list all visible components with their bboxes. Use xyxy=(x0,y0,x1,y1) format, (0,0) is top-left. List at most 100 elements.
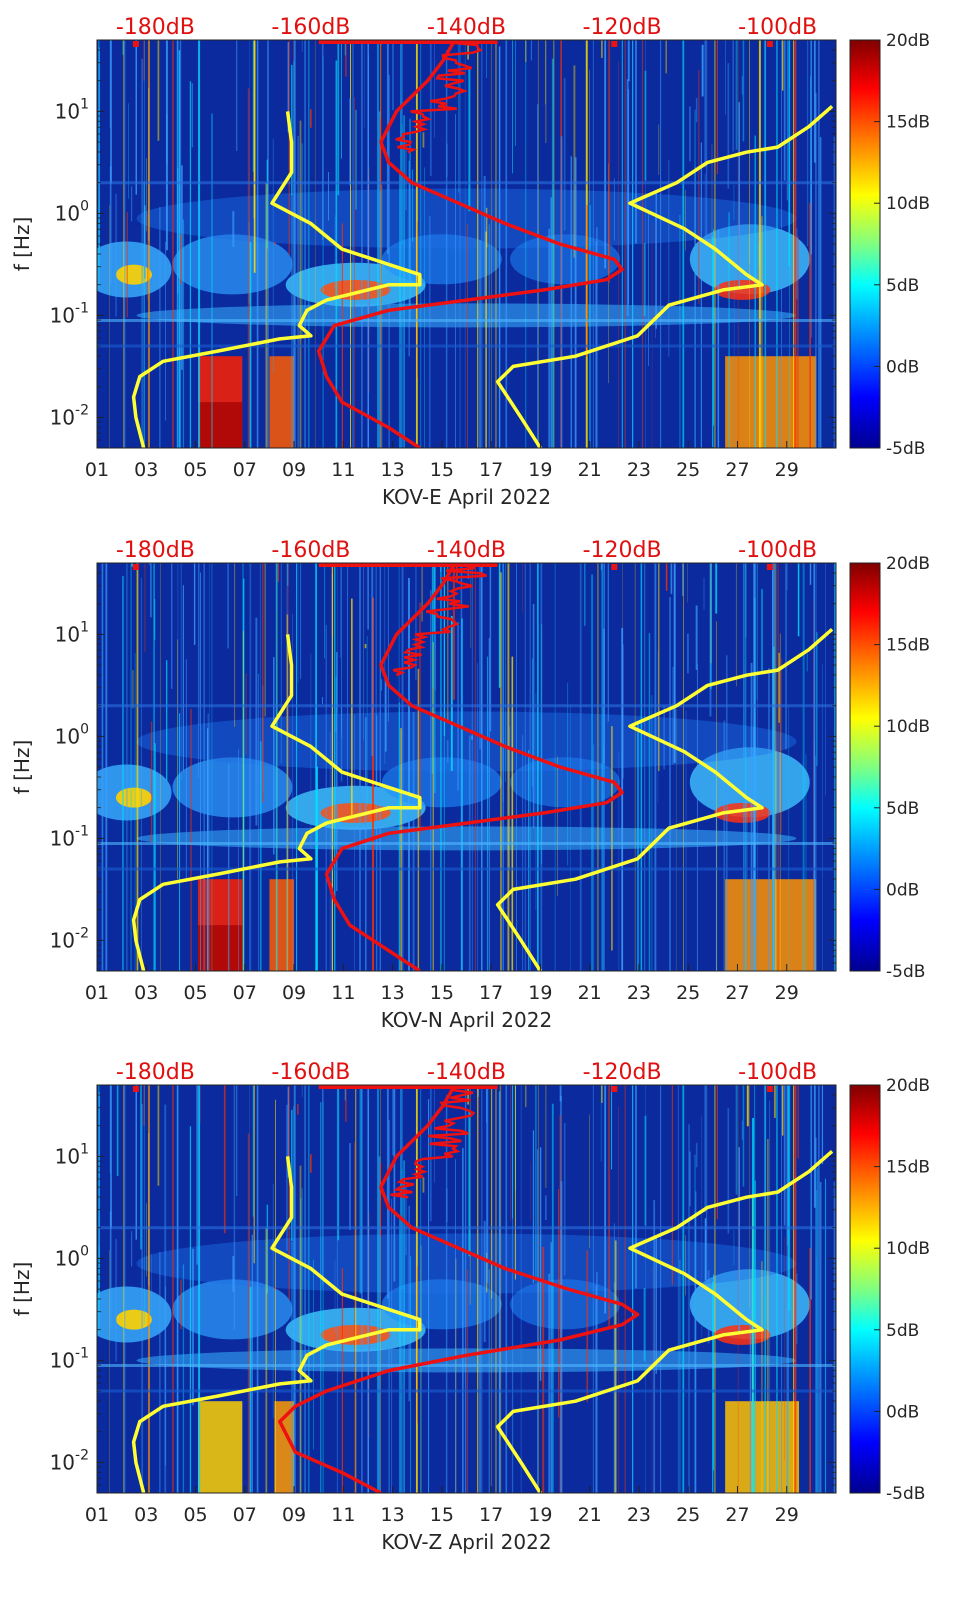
x-tick-label: 09 xyxy=(282,982,306,1004)
colorbar-tick-label: 5dB xyxy=(886,799,919,819)
x-tick-label: 11 xyxy=(331,1504,355,1526)
colorbar-gradient xyxy=(849,39,881,449)
colorbar-tick-label: 5dB xyxy=(886,1321,919,1341)
x-tick-label: 23 xyxy=(627,1504,651,1526)
top-axis-label: -180dB xyxy=(116,538,195,563)
y-axis-label: f [Hz] xyxy=(10,740,34,795)
x-axis-label: KOV-E April 2022 xyxy=(382,485,551,509)
curve-median-psd xyxy=(316,40,624,448)
top-red-marker xyxy=(611,564,618,570)
top-axis-label: -160dB xyxy=(271,538,350,563)
colorbar-tick-label: 0dB xyxy=(886,1402,919,1422)
x-tick-label: 05 xyxy=(183,459,207,481)
top-red-marker xyxy=(766,564,773,570)
x-tick-label: 25 xyxy=(676,982,700,1004)
colorbar-tick-label: 10dB xyxy=(886,194,930,214)
spectrogram-area xyxy=(97,1085,836,1493)
x-tick-label: 25 xyxy=(676,1504,700,1526)
y-tick-label: 101 xyxy=(55,619,89,646)
colorbar-tick-label: 10dB xyxy=(886,1239,930,1259)
top-red-marker xyxy=(132,1086,139,1092)
colorbar-tick-label: 15dB xyxy=(886,1158,930,1178)
panel-kov-z: 101 100 10-1 10-2 01 03 05 07 09 11 13 15 17 19 21 23 25… xyxy=(10,1060,930,1554)
x-tick-label: 09 xyxy=(282,1504,306,1526)
top-axis-label: -120dB xyxy=(583,1060,662,1085)
top-axis-label: -140dB xyxy=(427,1060,506,1085)
colorbar-tick-label: -5dB xyxy=(886,439,925,459)
x-tick-label: 09 xyxy=(282,459,306,481)
x-tick-label: 27 xyxy=(725,982,749,1004)
y-tick-label: 10-1 xyxy=(50,300,89,327)
curve-median-psd-hf xyxy=(395,40,490,154)
top-red-marker xyxy=(766,1086,773,1092)
top-axis-label: -120dB xyxy=(583,538,662,563)
x-tick-label: 21 xyxy=(578,982,602,1004)
top-axis-label: -140dB xyxy=(427,538,506,563)
x-tick-label: 17 xyxy=(479,1504,503,1526)
top-axis-label: -140dB xyxy=(427,15,506,40)
x-tick-label: 13 xyxy=(381,459,405,481)
x-tick-label: 05 xyxy=(183,1504,207,1526)
top-axis-label: -180dB xyxy=(116,1060,195,1085)
panel-kov-e: 101 100 10-1 10-2 01 03 05 07 09 11 13 15 17 19 21 23 25… xyxy=(10,15,930,509)
x-tick-label: 19 xyxy=(528,1504,552,1526)
colorbar-tick-label: 15dB xyxy=(886,113,930,133)
colorbar-tick-label: 20dB xyxy=(886,31,930,51)
x-tick-label: 23 xyxy=(627,982,651,1004)
y-tick-label: 10-2 xyxy=(50,1447,89,1474)
y-axis-label: f [Hz] xyxy=(10,1262,34,1317)
curve-median-psd xyxy=(278,1085,640,1493)
x-tick-label: 15 xyxy=(430,1504,454,1526)
x-tick-label: 15 xyxy=(430,982,454,1004)
x-tick-label: 19 xyxy=(528,982,552,1004)
colorbar: 20dB 15dB 10dB 5dB 0dB -5dB xyxy=(849,31,930,459)
x-tick-label: 07 xyxy=(233,982,257,1004)
curve-median-psd-hf xyxy=(392,563,488,677)
top-red-marker xyxy=(611,1086,618,1092)
y-tick-label: 10-2 xyxy=(50,925,89,952)
x-tick-label: 29 xyxy=(775,459,799,481)
top-axis-label: -100dB xyxy=(738,15,817,40)
curve-median-psd-hf xyxy=(390,1085,476,1199)
y-tick-label: 10-1 xyxy=(50,823,89,850)
colorbar-tick-label: 5dB xyxy=(886,276,919,296)
curve-noise-model xyxy=(131,1156,422,1493)
x-tick-label: 07 xyxy=(233,1504,257,1526)
curve-noise-model-high xyxy=(495,627,834,971)
colorbar-gradient xyxy=(849,1084,881,1494)
x-tick-label: 01 xyxy=(85,1504,109,1526)
curve-noise-model-high xyxy=(495,104,834,448)
x-tick-label: 23 xyxy=(627,459,651,481)
x-tick-label: 11 xyxy=(331,459,355,481)
top-red-marker xyxy=(766,41,773,47)
x-tick-label: 25 xyxy=(676,459,700,481)
top-axis-label: -180dB xyxy=(116,15,195,40)
top-axis-label: -120dB xyxy=(583,15,662,40)
x-tick-label: 21 xyxy=(578,459,602,481)
x-tick-label: 01 xyxy=(85,982,109,1004)
x-axis-label: KOV-Z April 2022 xyxy=(381,1530,551,1554)
x-tick-label: 21 xyxy=(578,1504,602,1526)
x-axis-label: KOV-N April 2022 xyxy=(381,1008,552,1032)
spectrogram-area xyxy=(97,563,836,971)
top-axis-label: -100dB xyxy=(738,1060,817,1085)
x-tick-label: 13 xyxy=(381,982,405,1004)
colorbar: 20dB 15dB 10dB 5dB 0dB -5dB xyxy=(849,1076,930,1504)
x-tick-label: 11 xyxy=(331,982,355,1004)
top-axis-label: -160dB xyxy=(271,15,350,40)
x-tick-label: 05 xyxy=(183,982,207,1004)
x-tick-label: 29 xyxy=(775,1504,799,1526)
y-tick-label: 10-1 xyxy=(50,1345,89,1372)
top-red-marker xyxy=(132,564,139,570)
colorbar-tick-label: 20dB xyxy=(886,1076,930,1096)
colorbar-gradient xyxy=(849,562,881,972)
x-tick-label: 03 xyxy=(134,1504,158,1526)
spectrogram-area xyxy=(97,40,836,448)
curve-noise-model xyxy=(131,111,422,448)
x-tick-label: 03 xyxy=(134,982,158,1004)
colorbar-tick-label: -5dB xyxy=(886,962,925,982)
panel-kov-n: 101 100 10-1 10-2 01 03 05 07 09 11 13 15 17 19 21 23 25… xyxy=(10,538,930,1032)
x-tick-label: 03 xyxy=(134,459,158,481)
y-tick-label: 10-2 xyxy=(50,402,89,429)
